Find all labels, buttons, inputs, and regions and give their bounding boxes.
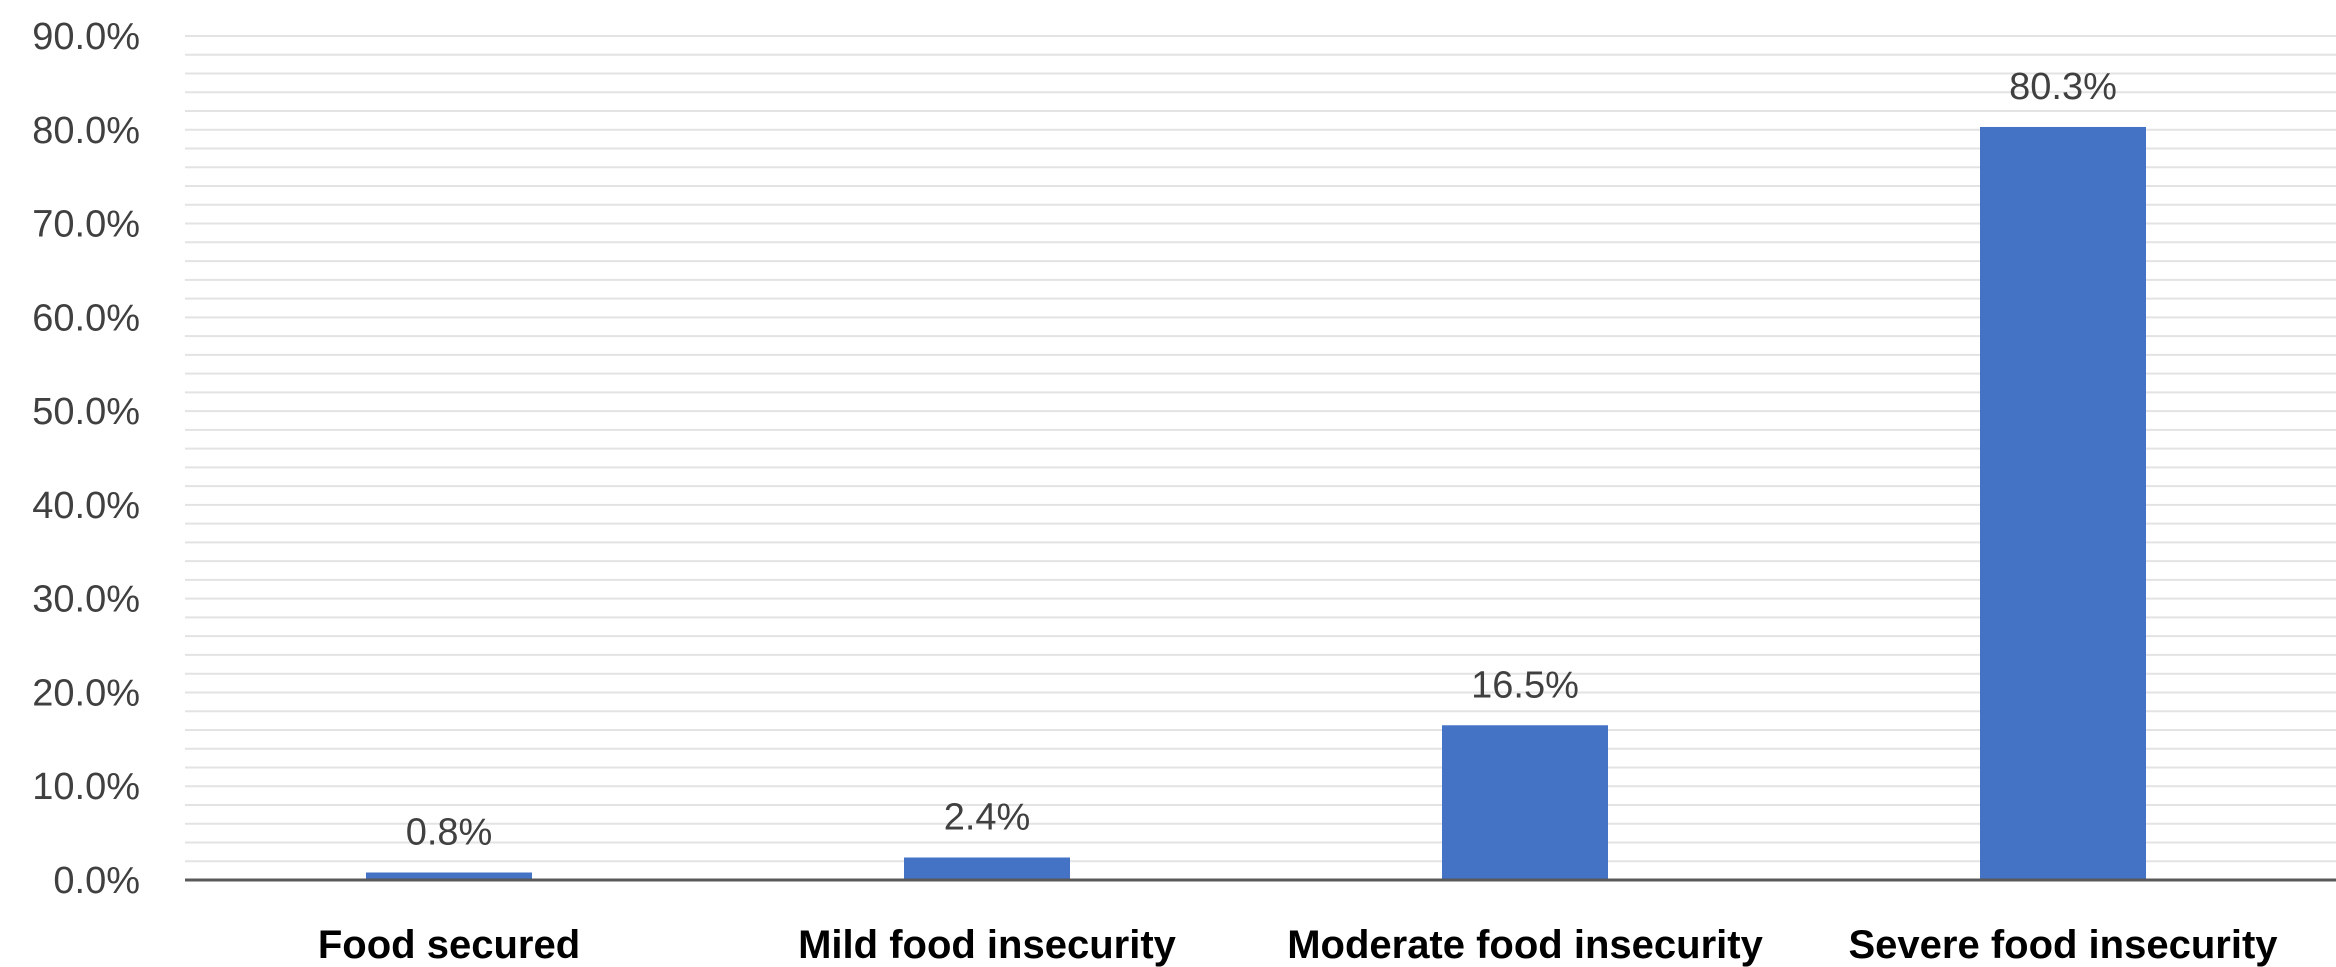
y-tick-label: 50.0%: [32, 391, 140, 433]
y-tick-label: 30.0%: [32, 579, 140, 621]
data-label: 80.3%: [2009, 66, 2117, 108]
gridlines: [185, 35, 2336, 863]
y-axis-tick-labels: 0.0% 10.0% 20.0% 30.0% 40.0% 50.0% 60.0% 70.0% 8…: [32, 16, 140, 902]
x-tick-label: Mild food insecurity: [798, 923, 1177, 967]
y-tick-label: 10.0%: [32, 766, 140, 808]
bars: [366, 126, 2146, 880]
data-label: 2.4%: [944, 796, 1031, 838]
x-axis-tick-labels: Food secured Mild food insecurity Moderate…: [318, 923, 2278, 967]
y-tick-label: 20.0%: [32, 672, 140, 714]
data-label: 0.8%: [406, 811, 493, 853]
bar-moderate-food-insecurity: [1442, 725, 1608, 880]
y-tick-label: 80.0%: [32, 110, 140, 152]
y-tick-label: 70.0%: [32, 204, 140, 246]
data-labels: 0.8% 2.4% 16.5% 80.3%: [406, 66, 2117, 854]
y-tick-label: 60.0%: [32, 297, 140, 339]
y-tick-label: 90.0%: [32, 16, 140, 58]
bar-severe-food-insecurity: [1980, 126, 2146, 880]
x-tick-label: Moderate food insecurity: [1287, 923, 1763, 967]
bar-mild-food-insecurity: [904, 857, 1070, 880]
y-tick-label: 40.0%: [32, 485, 140, 527]
x-tick-label: Severe food insecurity: [1848, 923, 2278, 967]
y-tick-label: 0.0%: [53, 860, 140, 902]
data-label: 16.5%: [1471, 664, 1579, 706]
x-tick-label: Food secured: [318, 923, 580, 967]
bar-food-secured: [366, 872, 532, 880]
